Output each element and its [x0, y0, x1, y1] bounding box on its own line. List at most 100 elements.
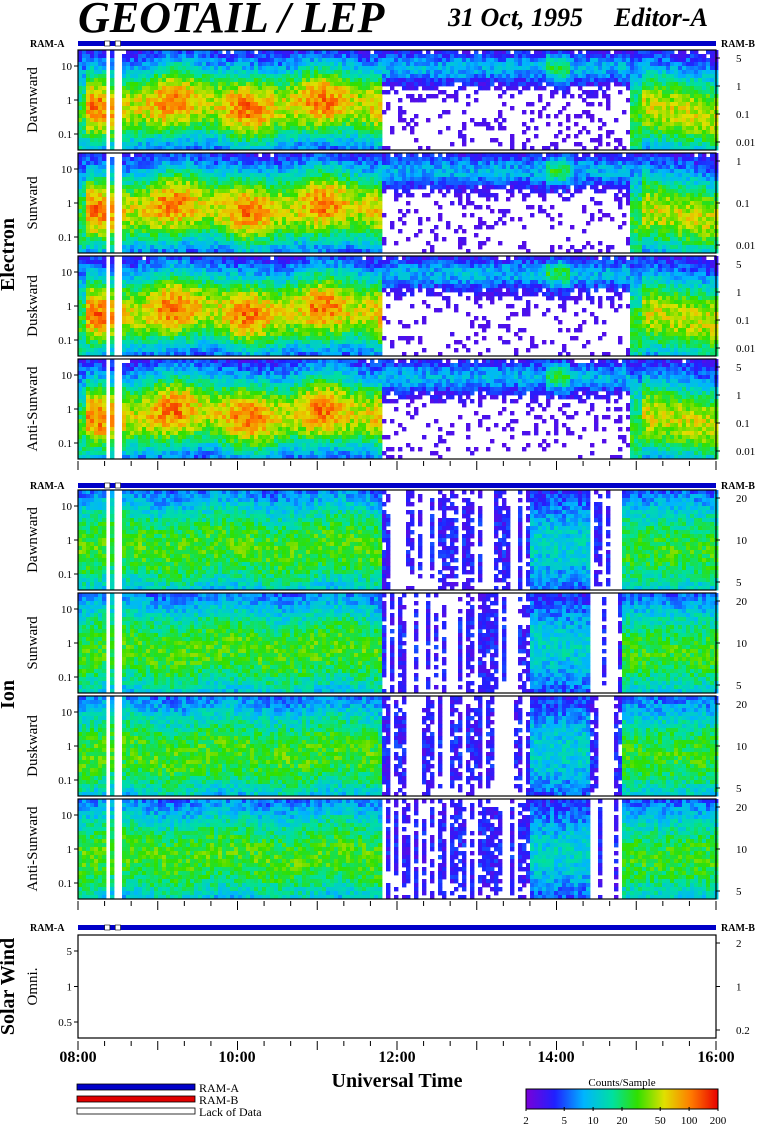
heatmap-cell [122, 54, 126, 58]
heatmap-cell [294, 70, 298, 74]
heatmap-cell [246, 54, 250, 58]
heatmap-cell [174, 102, 178, 106]
heatmap-cell [366, 114, 370, 118]
heatmap-cell [178, 94, 182, 98]
heatmap-cell [310, 78, 314, 82]
heatmap-cell [390, 58, 394, 62]
heatmap-cell [334, 122, 338, 126]
heatmap-cell [306, 142, 310, 146]
heatmap-cell [82, 94, 86, 98]
heatmap-cell [334, 126, 338, 130]
heatmap-cell [242, 122, 246, 126]
heatmap-cell [402, 126, 406, 130]
heatmap-cell [338, 130, 342, 134]
heatmap-cell [102, 86, 106, 90]
heatmap-cell [346, 54, 350, 58]
heatmap-cell [206, 70, 210, 74]
heatmap-cell [134, 130, 138, 134]
heatmap-cell [298, 114, 302, 118]
heatmap-cell [158, 86, 162, 90]
heatmap-cell [262, 50, 266, 54]
heatmap-cell [190, 122, 194, 126]
heatmap-cell [154, 138, 158, 142]
heatmap-cell [202, 70, 206, 74]
heatmap-cell [410, 50, 414, 54]
heatmap-cell [234, 130, 238, 134]
heatmap-cell [350, 110, 354, 114]
heatmap-cell [98, 106, 102, 110]
heatmap-cell [134, 118, 138, 122]
heatmap-cell [202, 138, 206, 142]
heatmap-cell [214, 86, 218, 90]
lack-of-data-bar [115, 41, 120, 46]
heatmap-cell [238, 134, 242, 138]
heatmap-cell [82, 70, 86, 74]
heatmap-cell [342, 118, 346, 122]
heatmap-cell [322, 70, 326, 74]
heatmap-cell [238, 122, 242, 126]
heatmap-cell [222, 138, 226, 142]
heatmap-cell [326, 74, 330, 78]
heatmap-cell [442, 110, 446, 114]
heatmap-cell [182, 122, 186, 126]
heatmap-cell [226, 98, 230, 102]
heatmap-cell [326, 130, 330, 134]
heatmap-cell [354, 78, 358, 82]
heatmap-cell [314, 98, 318, 102]
heatmap-cell [298, 130, 302, 134]
heatmap-cell [190, 130, 194, 134]
heatmap-cell [282, 110, 286, 114]
heatmap-cell [90, 50, 94, 54]
heatmap-cell [166, 66, 170, 70]
heatmap-cell [330, 54, 334, 58]
heatmap-cell [90, 118, 94, 122]
heatmap-cell [162, 66, 166, 70]
heatmap-cell [246, 74, 250, 78]
heatmap-cell [406, 78, 410, 82]
heatmap-cell [322, 130, 326, 134]
heatmap-cell [390, 126, 394, 130]
heatmap-cell [286, 62, 290, 66]
heatmap-cell [278, 106, 282, 110]
heatmap-cell [314, 122, 318, 126]
heatmap-cell [438, 78, 442, 82]
heatmap-cell [302, 118, 306, 122]
heatmap-cell [130, 138, 134, 142]
heatmap-cell [178, 106, 182, 110]
heatmap-cell [274, 58, 278, 62]
heatmap-cell [362, 138, 366, 142]
heatmap-cell [194, 90, 198, 94]
heatmap-cell [318, 130, 322, 134]
heatmap-cell [410, 58, 414, 62]
heatmap-cell [262, 90, 266, 94]
heatmap-cell [206, 94, 210, 98]
heatmap-cell [230, 66, 234, 70]
heatmap-cell [250, 86, 254, 90]
heatmap-cell [154, 70, 158, 74]
heatmap-cell [202, 142, 206, 146]
heatmap-cell [170, 134, 174, 138]
heatmap-cell [262, 122, 266, 126]
heatmap-cell [246, 94, 250, 98]
heatmap-cell [98, 122, 102, 126]
heatmap-cell [230, 62, 234, 66]
heatmap-cell [346, 66, 350, 70]
heatmap-cell [438, 90, 442, 94]
heatmap-cell [206, 58, 210, 62]
heatmap-cell [438, 50, 442, 54]
heatmap-cell [182, 138, 186, 142]
heatmap-cell [222, 78, 226, 82]
heatmap-cell [150, 102, 154, 106]
heatmap-cell [230, 106, 234, 110]
heatmap-cell [298, 54, 302, 58]
heatmap-cell [342, 142, 346, 146]
heatmap-cell [166, 58, 170, 62]
heatmap-cell [90, 66, 94, 70]
heatmap-cell [138, 90, 142, 94]
heatmap-cell [210, 118, 214, 122]
heatmap-cell [398, 98, 402, 102]
heatmap-cell [130, 118, 134, 122]
heatmap-cell [390, 50, 394, 54]
heatmap-cell [366, 82, 370, 86]
heatmap-cell [234, 66, 238, 70]
